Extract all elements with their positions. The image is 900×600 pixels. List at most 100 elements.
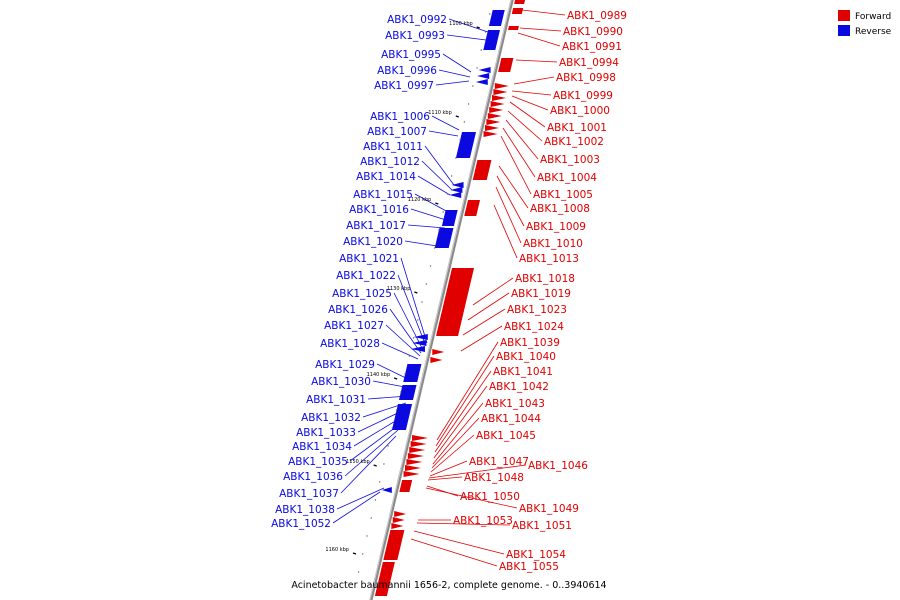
- gene-label-reverse[interactable]: ABK1_1027: [324, 320, 384, 332]
- gene-arrow-reverse[interactable]: [413, 334, 428, 340]
- gene-feature-reverse[interactable]: [488, 10, 505, 26]
- gene-label-forward[interactable]: ABK1_1046: [528, 460, 588, 472]
- gene-feature-forward[interactable]: [464, 200, 481, 216]
- gene-label-forward[interactable]: ABK1_1044: [481, 413, 541, 425]
- gene-arrow-forward[interactable]: [487, 113, 502, 119]
- gene-label-reverse[interactable]: ABK1_1017: [346, 220, 406, 232]
- gene-label-forward[interactable]: ABK1_0999: [553, 90, 613, 102]
- gene-arrow-forward[interactable]: [493, 89, 508, 95]
- gene-arrow-forward[interactable]: [484, 125, 499, 131]
- gene-label-forward[interactable]: ABK1_1053: [453, 515, 513, 527]
- gene-arrow-forward[interactable]: [404, 465, 421, 471]
- gene-label-reverse[interactable]: ABK1_1033: [296, 427, 356, 439]
- gene-label-reverse[interactable]: ABK1_1036: [283, 471, 343, 483]
- gene-label-reverse[interactable]: ABK1_1011: [363, 141, 423, 153]
- gene-label-forward[interactable]: ABK1_1045: [476, 430, 536, 442]
- gene-label-forward[interactable]: ABK1_1055: [499, 561, 559, 573]
- gene-label-forward[interactable]: ABK1_1008: [530, 203, 590, 215]
- gene-label-forward[interactable]: ABK1_1009: [526, 221, 586, 233]
- gene-arrow-reverse[interactable]: [381, 487, 392, 493]
- gene-label-forward[interactable]: ABK1_1054: [506, 549, 566, 561]
- gene-arrow-forward[interactable]: [490, 101, 505, 107]
- gene-label-reverse[interactable]: ABK1_1016: [349, 204, 409, 216]
- gene-label-forward[interactable]: ABK1_0990: [563, 26, 623, 38]
- gene-label-forward[interactable]: ABK1_0989: [567, 10, 627, 22]
- gene-label-forward[interactable]: ABK1_1003: [540, 154, 600, 166]
- gene-label-reverse[interactable]: ABK1_1020: [343, 236, 403, 248]
- gene-arrow-reverse[interactable]: [412, 340, 427, 346]
- gene-feature-forward[interactable]: [498, 58, 514, 72]
- gene-label-reverse[interactable]: ABK1_1006: [370, 111, 430, 123]
- gene-feature-reverse[interactable]: [398, 385, 417, 400]
- gene-label-forward[interactable]: ABK1_1002: [544, 136, 604, 148]
- gene-feature-reverse[interactable]: [434, 228, 454, 248]
- gene-label-forward[interactable]: ABK1_1051: [512, 520, 572, 532]
- gene-label-forward[interactable]: ABK1_1001: [547, 122, 607, 134]
- gene-feature-reverse[interactable]: [391, 404, 413, 430]
- gene-label-forward[interactable]: ABK1_0991: [562, 41, 622, 53]
- gene-arrow-forward[interactable]: [432, 349, 445, 355]
- gene-label-reverse[interactable]: ABK1_1030: [311, 376, 371, 388]
- gene-arrow-forward[interactable]: [409, 447, 426, 453]
- gene-feature-forward[interactable]: [374, 562, 395, 596]
- gene-feature-forward[interactable]: [514, 0, 526, 4]
- gene-label-reverse[interactable]: ABK1_1032: [301, 412, 361, 424]
- gene-arrow-forward[interactable]: [494, 83, 509, 89]
- gene-feature-reverse[interactable]: [441, 210, 458, 226]
- gene-feature-forward[interactable]: [511, 8, 524, 14]
- gene-label-forward[interactable]: ABK1_1042: [489, 381, 549, 393]
- gene-label-forward[interactable]: ABK1_1039: [500, 337, 560, 349]
- gene-arrow-forward[interactable]: [394, 511, 407, 517]
- gene-label-forward[interactable]: ABK1_1010: [523, 238, 583, 250]
- gene-label-reverse[interactable]: ABK1_1014: [356, 171, 416, 183]
- gene-label-forward[interactable]: ABK1_1013: [519, 253, 579, 265]
- gene-label-forward[interactable]: ABK1_1005: [533, 189, 593, 201]
- gene-feature-forward[interactable]: [399, 480, 413, 492]
- gene-arrow-reverse[interactable]: [450, 187, 463, 193]
- gene-label-reverse[interactable]: ABK1_0995: [381, 49, 441, 61]
- gene-arrow-forward[interactable]: [391, 523, 404, 529]
- gene-arrow-reverse[interactable]: [410, 346, 425, 352]
- gene-label-reverse[interactable]: ABK1_0992: [387, 14, 447, 26]
- gene-label-forward[interactable]: ABK1_1041: [493, 366, 553, 378]
- gene-label-forward[interactable]: ABK1_1019: [511, 288, 571, 300]
- gene-label-forward[interactable]: ABK1_0994: [559, 57, 619, 69]
- gene-label-reverse[interactable]: ABK1_1015: [353, 189, 413, 201]
- gene-label-reverse[interactable]: ABK1_1007: [367, 126, 427, 138]
- gene-feature-forward[interactable]: [383, 530, 405, 560]
- gene-label-reverse[interactable]: ABK1_1022: [336, 270, 396, 282]
- gene-label-forward[interactable]: ABK1_1048: [464, 472, 524, 484]
- gene-arrow-forward[interactable]: [412, 435, 429, 441]
- gene-feature-forward[interactable]: [436, 268, 475, 336]
- gene-feature-reverse[interactable]: [403, 364, 422, 382]
- gene-label-reverse[interactable]: ABK1_1028: [320, 338, 380, 350]
- gene-label-forward[interactable]: ABK1_1043: [485, 398, 545, 410]
- gene-label-reverse[interactable]: ABK1_1026: [328, 304, 388, 316]
- gene-arrow-forward[interactable]: [407, 453, 424, 459]
- gene-label-forward[interactable]: ABK1_1050: [460, 491, 520, 503]
- gene-arrow-forward[interactable]: [483, 131, 498, 137]
- gene-arrow-forward[interactable]: [392, 517, 405, 523]
- gene-arrow-reverse[interactable]: [475, 79, 488, 85]
- gene-arrow-forward[interactable]: [489, 107, 504, 113]
- gene-arrow-forward[interactable]: [406, 459, 423, 465]
- gene-label-forward[interactable]: ABK1_0998: [556, 72, 616, 84]
- gene-label-forward[interactable]: ABK1_1004: [537, 172, 597, 184]
- gene-label-reverse[interactable]: ABK1_0993: [385, 30, 445, 42]
- gene-arrow-reverse[interactable]: [449, 192, 462, 198]
- gene-label-reverse[interactable]: ABK1_1037: [279, 488, 339, 500]
- gene-label-reverse[interactable]: ABK1_1031: [306, 394, 366, 406]
- gene-label-reverse[interactable]: ABK1_1029: [315, 359, 375, 371]
- gene-label-reverse[interactable]: ABK1_1035: [288, 456, 348, 468]
- gene-arrow-forward[interactable]: [492, 95, 507, 101]
- gene-arrow-forward[interactable]: [430, 357, 443, 363]
- gene-label-reverse[interactable]: ABK1_1034: [292, 441, 352, 453]
- gene-arrow-forward[interactable]: [403, 471, 420, 477]
- gene-arrow-forward[interactable]: [486, 119, 501, 125]
- gene-label-reverse[interactable]: ABK1_0997: [374, 80, 434, 92]
- gene-arrow-reverse[interactable]: [478, 67, 491, 73]
- gene-label-forward[interactable]: ABK1_1049: [519, 503, 579, 515]
- gene-label-forward[interactable]: ABK1_1024: [504, 321, 564, 333]
- gene-feature-reverse[interactable]: [455, 132, 477, 158]
- gene-feature-forward[interactable]: [508, 26, 519, 30]
